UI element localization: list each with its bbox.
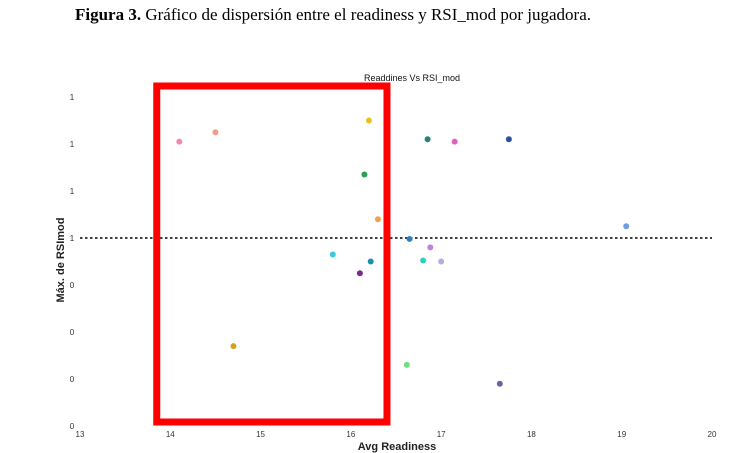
x-tick-label: 20	[708, 430, 717, 439]
scatter-point	[329, 251, 336, 258]
y-tick-label: 1	[70, 234, 75, 243]
y-tick-label: 1	[70, 93, 75, 102]
y-tick-label: 0	[70, 281, 75, 290]
scatter-point	[424, 136, 431, 143]
x-tick-label: 13	[76, 430, 85, 439]
scatter-point	[365, 117, 372, 124]
scatter-point	[403, 361, 410, 368]
y-tick-label: 0	[70, 375, 75, 384]
x-tick-label: 19	[617, 430, 626, 439]
scatter-point	[212, 129, 219, 136]
scatter-point	[496, 380, 503, 387]
scatter-point	[367, 258, 374, 265]
highlight-box	[153, 82, 391, 426]
scatter-point	[356, 270, 363, 277]
scatter-point	[623, 223, 630, 230]
scatter-point	[505, 136, 512, 143]
scatter-point	[438, 258, 445, 265]
y-tick-label: 0	[70, 422, 75, 431]
x-tick-label: 16	[346, 430, 355, 439]
scatter-point	[361, 171, 368, 178]
x-tick-label: 14	[166, 430, 175, 439]
scatter-point	[374, 216, 381, 223]
chart-title: Readdines Vs RSI_mod	[364, 73, 460, 83]
scatter-point	[230, 343, 237, 350]
y-axis-title: Máx. de RSImod	[55, 218, 67, 303]
scatter-point	[420, 257, 427, 264]
caption-label: Figura 3.	[75, 5, 142, 24]
y-tick-label: 1	[70, 140, 75, 149]
figure-caption: Figura 3. Gráfico de dispersión entre el…	[75, 5, 591, 25]
x-tick-label: 15	[256, 430, 265, 439]
y-tick-label: 0	[70, 328, 75, 337]
scatter-point	[451, 138, 458, 145]
x-axis-title: Avg Readiness	[358, 441, 436, 453]
scatter-point	[406, 235, 413, 242]
scatter-point	[176, 138, 183, 145]
y-tick-label: 1	[70, 187, 75, 196]
x-tick-label: 18	[527, 430, 536, 439]
scatter-point	[427, 244, 434, 251]
x-tick-label: 17	[437, 430, 446, 439]
caption-text: Gráfico de dispersión entre el readiness…	[141, 5, 592, 24]
